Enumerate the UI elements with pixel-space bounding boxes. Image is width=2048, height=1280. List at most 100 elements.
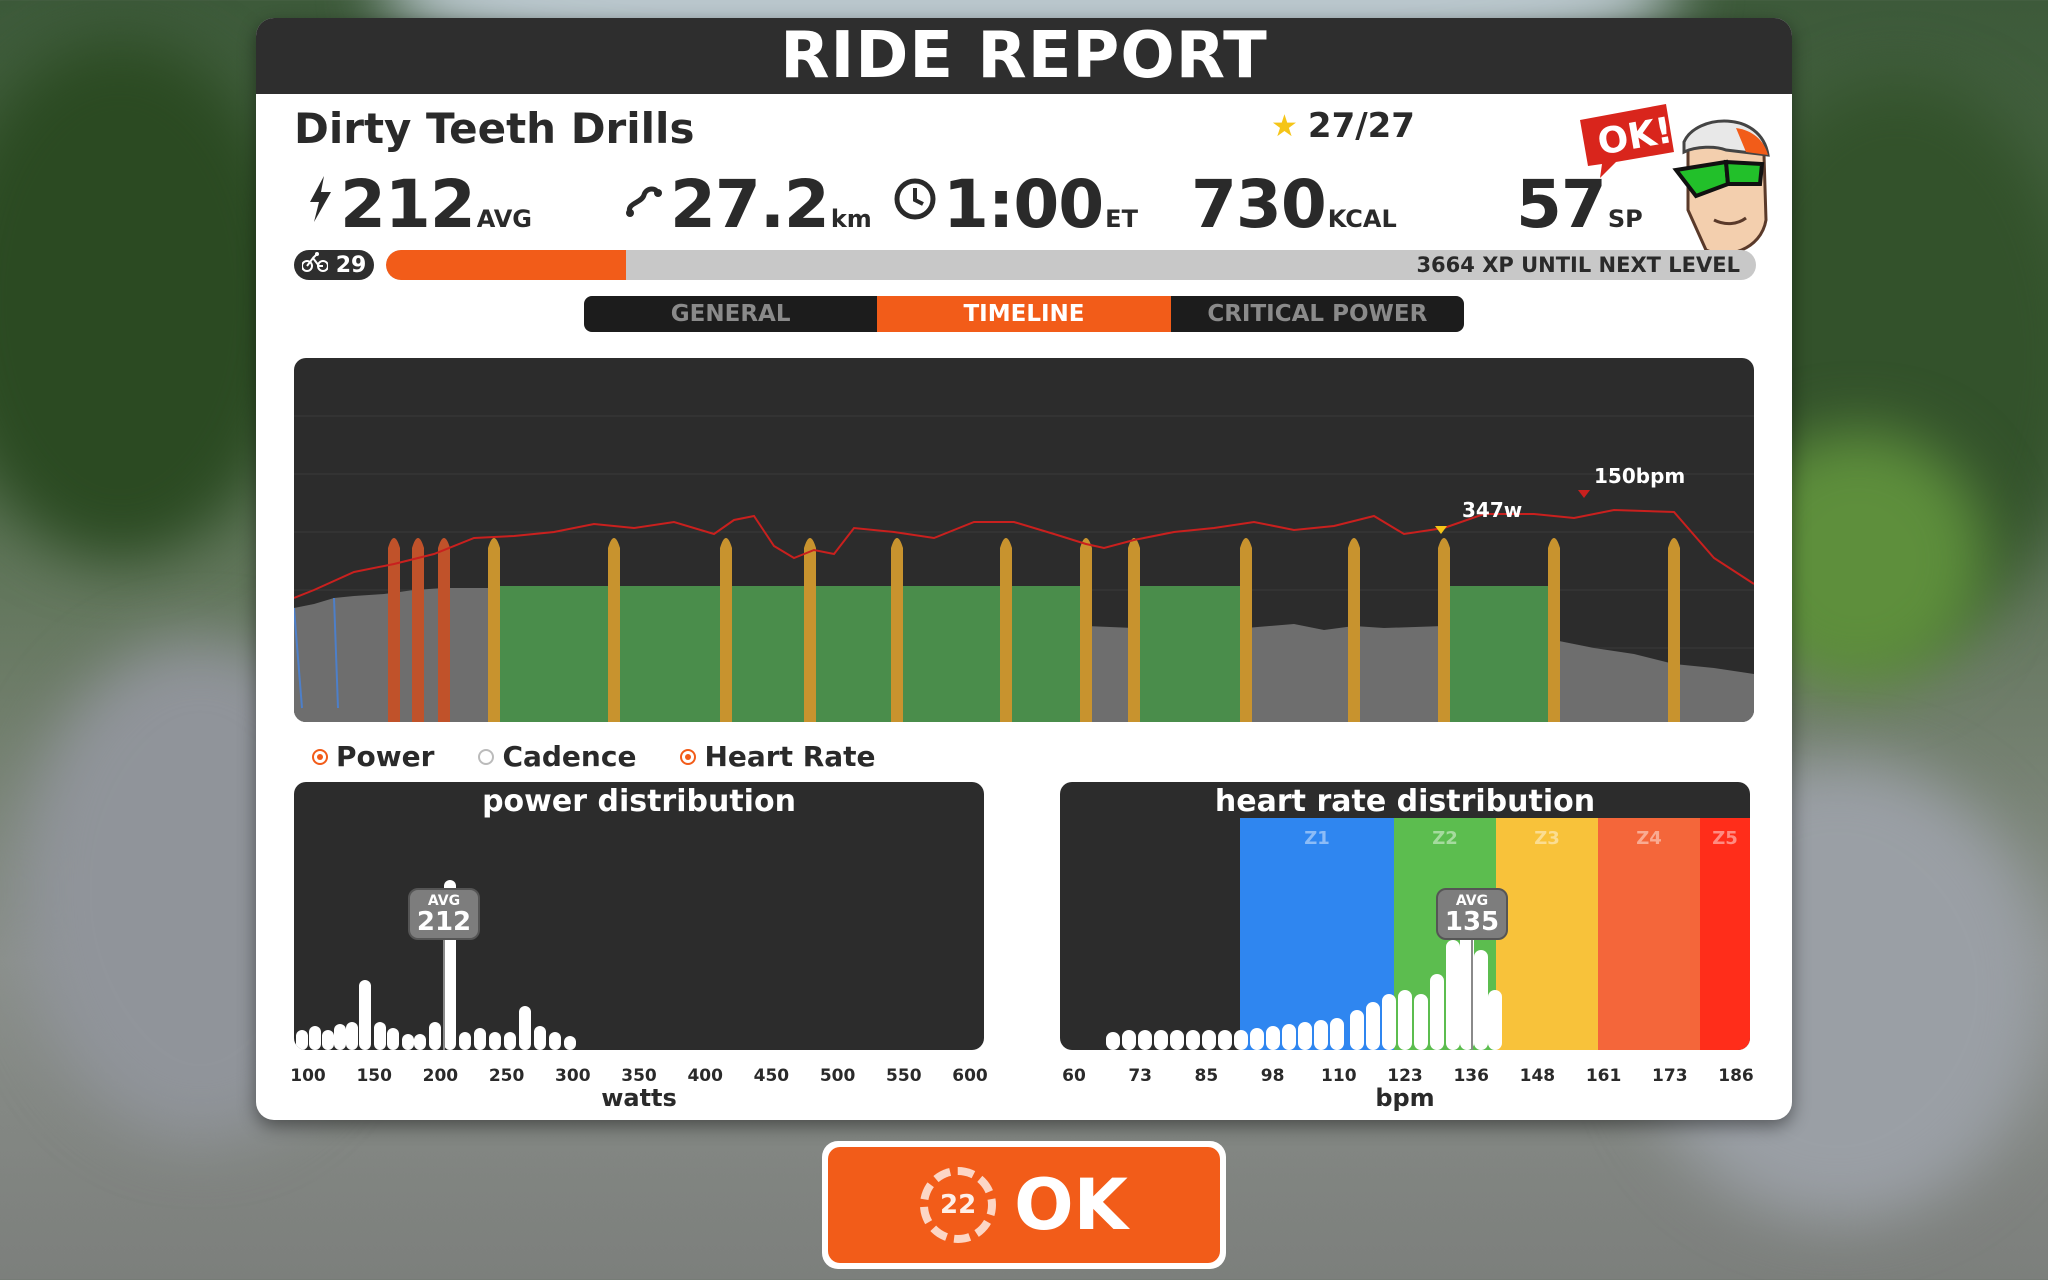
ok-button-face[interactable]: 22 OK	[828, 1147, 1220, 1263]
power-unit: AVG	[476, 205, 532, 233]
hr-bin	[1446, 940, 1460, 1050]
sprint-interval	[804, 538, 816, 722]
cadence-line	[294, 597, 339, 709]
hr-tick-label: 173	[1652, 1066, 1688, 1086]
hr-bin	[1398, 990, 1412, 1050]
power-tick-label: 300	[555, 1066, 591, 1086]
hr-tick-label: 98	[1260, 1066, 1285, 1086]
recovery-area	[1086, 626, 1134, 722]
power-bin	[359, 980, 371, 1050]
power-tick-label: 200	[422, 1066, 459, 1086]
hr-distribution-xlabel: bpm	[1375, 1084, 1435, 1112]
power-bin	[489, 1032, 501, 1050]
hr-bin	[1106, 1032, 1120, 1050]
rating-value: 27/27	[1307, 106, 1415, 146]
sprint-interval	[1080, 538, 1092, 722]
route-icon	[624, 178, 664, 232]
tab-timeline[interactable]: TIMELINE	[877, 296, 1171, 332]
legend-power[interactable]: Power	[312, 740, 434, 773]
interval-block	[810, 586, 893, 722]
hr-bin	[1266, 1026, 1280, 1050]
hr-bin	[1186, 1030, 1200, 1050]
heart-rate-toggle[interactable]	[680, 748, 697, 765]
level-number: 29	[335, 252, 367, 278]
hr-bin	[1430, 974, 1444, 1050]
power-bin	[322, 1030, 334, 1050]
sprint-interval	[608, 538, 620, 722]
hr-bin	[1460, 920, 1474, 1050]
legend-cadence-label: Cadence	[502, 740, 637, 773]
clock-icon	[893, 177, 937, 232]
hr-tick-label: 123	[1387, 1066, 1423, 1086]
power-bin	[549, 1032, 561, 1050]
power-avg-value: 212	[416, 907, 472, 937]
hr-bin	[1234, 1030, 1248, 1050]
hr-zone-band	[1700, 818, 1750, 1050]
hr-bin	[1366, 1002, 1380, 1050]
sprint-interval	[1000, 538, 1012, 722]
stat-distance: 27.2 km	[624, 166, 872, 243]
xp-until-next-level: 3664 XP UNTIL NEXT LEVEL	[1416, 253, 1740, 277]
timeline-legend: Power Cadence Heart Rate	[312, 740, 876, 773]
cyclist-icon	[300, 252, 329, 278]
countdown-timer: 22	[920, 1167, 997, 1243]
sweat-points-unit: SP	[1607, 205, 1643, 233]
hr-zone-band	[1496, 818, 1598, 1050]
hr-bin	[1122, 1030, 1136, 1050]
hr-bin	[1202, 1030, 1216, 1050]
power-distribution-chart: power distribution AVG 212	[294, 782, 984, 1050]
recovery-area	[1246, 624, 1444, 722]
max-hr-marker	[1578, 490, 1590, 498]
hr-bin	[1282, 1024, 1296, 1050]
legend-heart-rate[interactable]: Heart Rate	[680, 740, 876, 773]
ok-button-label: OK	[1014, 1164, 1128, 1246]
tab-general[interactable]: GENERAL	[670, 301, 791, 327]
distance-value: 27.2	[670, 166, 830, 243]
cadence-toggle[interactable]	[478, 748, 495, 765]
calories-value: 730	[1191, 166, 1327, 243]
hr-bin	[1414, 994, 1428, 1050]
ok-button[interactable]: 22 OK	[822, 1141, 1226, 1269]
workout-rating: ★ 27/27	[1271, 106, 1415, 146]
hr-avg-value: 135	[1444, 907, 1500, 937]
hr-bin	[1138, 1030, 1152, 1050]
power-bin	[429, 1022, 441, 1050]
hr-bin	[1170, 1030, 1184, 1050]
heart-rate-line	[294, 508, 1754, 599]
sprint-interval	[891, 538, 903, 722]
power-bin	[402, 1034, 414, 1050]
interval-block	[1134, 586, 1246, 722]
hr-tick-label: 85	[1194, 1066, 1219, 1086]
power-bin	[374, 1022, 386, 1050]
power-avg-label: AVG	[427, 893, 461, 909]
hr-tick-label: 136	[1453, 1066, 1489, 1086]
hr-zone-label: Z4	[1636, 828, 1662, 849]
power-tick-label: 400	[687, 1066, 723, 1086]
distance-unit: km	[830, 205, 872, 233]
power-bin	[296, 1030, 308, 1050]
hr-tick-label: 73	[1128, 1066, 1153, 1086]
hr-avg-tag: AVG 135	[1436, 888, 1508, 940]
tab-critical-power[interactable]: CRITICAL POWER	[1207, 301, 1428, 327]
power-tick-label: 250	[488, 1066, 525, 1086]
hr-tick-label: 148	[1519, 1066, 1556, 1086]
legend-cadence[interactable]: Cadence	[478, 740, 636, 773]
power-toggle[interactable]	[312, 748, 328, 765]
power-bin	[346, 1022, 358, 1050]
workout-name: Dirty Teeth Drills	[294, 104, 695, 153]
stat-sweat-points: 57 SP	[1516, 166, 1643, 243]
interval-block	[726, 586, 806, 722]
interval-block	[897, 586, 1002, 722]
sprint-interval	[1348, 538, 1360, 722]
timeline-plot	[294, 415, 1754, 722]
power-bin	[534, 1026, 546, 1050]
hr-zone-label: Z5	[1712, 828, 1738, 849]
sprint-interval	[1548, 538, 1560, 722]
hr-bin	[1488, 990, 1502, 1050]
hr-distribution-plot: Z1 Z2 Z3 Z4 Z5	[1106, 818, 1750, 1050]
max-hr-label: 150bpm	[1594, 464, 1686, 488]
power-distribution-title: power distribution	[482, 784, 796, 819]
power-tick-label: 600	[952, 1066, 988, 1086]
mascot-avatar: OK!	[1576, 100, 1776, 270]
hr-bin	[1330, 1018, 1344, 1050]
